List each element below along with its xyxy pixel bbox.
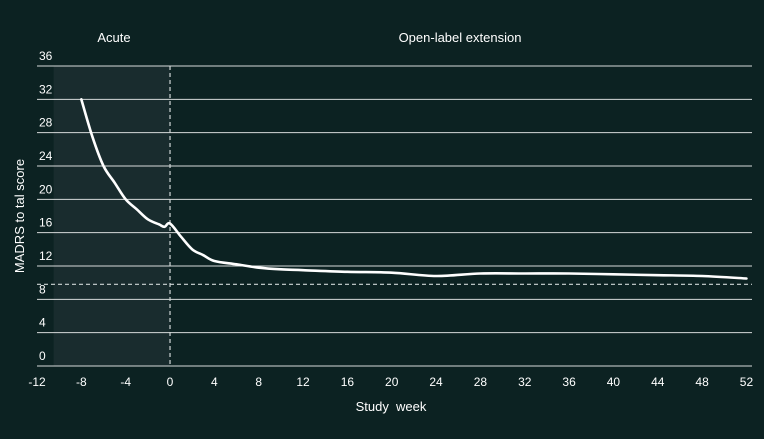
y-tick-label-28: 28 <box>39 116 53 130</box>
x-tick-label-44: 44 <box>651 375 665 389</box>
x-tick-label-48: 48 <box>695 375 709 389</box>
x-tick-labels: -12 -8 -4 0 4 8 12 16 20 24 28 32 36 40 44 48 52 <box>28 375 753 389</box>
y-tick-label-12: 12 <box>39 249 53 263</box>
grid-lines <box>37 65 752 367</box>
phase-label-extension: Open-label extension <box>399 30 522 45</box>
x-tick-label-16: 16 <box>341 375 355 389</box>
acute-phase-band <box>53 66 171 366</box>
x-tick-label-28: 28 <box>474 375 488 389</box>
y-tick-label-20: 20 <box>39 182 53 196</box>
x-tick-label-52: 52 <box>740 375 754 389</box>
y-tick-label-8: 8 <box>39 282 46 296</box>
y-tick-label-16: 16 <box>39 216 53 230</box>
x-tick-label-12: 12 <box>296 375 310 389</box>
x-tick-label--4: -4 <box>120 375 131 389</box>
x-tick-label--12: -12 <box>28 375 46 389</box>
x-tick-label-24: 24 <box>429 375 443 389</box>
x-tick-label--8: -8 <box>76 375 87 389</box>
x-tick-label-8: 8 <box>255 375 262 389</box>
x-tick-label-20: 20 <box>385 375 399 389</box>
y-tick-label-36: 36 <box>39 49 53 63</box>
phase-label-acute: Acute <box>97 30 130 45</box>
x-tick-label-36: 36 <box>562 375 576 389</box>
y-tick-label-4: 4 <box>39 316 46 330</box>
series-line <box>80 98 748 280</box>
y-tick-label-32: 32 <box>39 82 53 96</box>
x-axis-title: Study week <box>356 399 427 414</box>
x-tick-label-40: 40 <box>607 375 621 389</box>
y-tick-label-0: 0 <box>39 349 46 363</box>
x-tick-label-4: 4 <box>211 375 218 389</box>
x-tick-label-32: 32 <box>518 375 532 389</box>
y-axis-title: MADRS to tal score <box>12 159 27 273</box>
x-tick-label-0: 0 <box>167 375 174 389</box>
y-tick-labels: 0 4 8 12 16 20 24 28 32 36 <box>39 49 53 363</box>
y-tick-label-24: 24 <box>39 149 53 163</box>
